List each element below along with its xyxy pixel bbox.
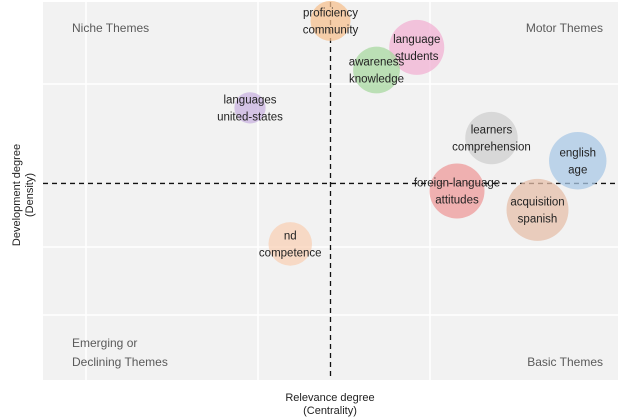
cluster-bubble-8 bbox=[506, 178, 569, 241]
quadrant-label-niche: Niche Themes bbox=[72, 21, 149, 35]
label-layer: proficiency community language studentsawar… bbox=[217, 7, 596, 259]
cluster-bubble-4 bbox=[234, 92, 266, 124]
x-axis-title: Relevance degree bbox=[285, 392, 374, 404]
cluster-label-7-1: foreign-language bbox=[414, 178, 500, 190]
cluster-label-3-1: awareness bbox=[349, 57, 405, 69]
cluster-bubble-6 bbox=[549, 132, 607, 190]
cluster-label-6-1: english bbox=[560, 147, 596, 159]
cluster-label-5-1: learners bbox=[471, 125, 513, 137]
cluster-label-3-2: knowledge bbox=[349, 74, 404, 86]
cluster-bubble-9 bbox=[268, 222, 313, 266]
cluster-label-5-2: comprehension bbox=[452, 142, 531, 154]
cluster-bubble-5 bbox=[465, 111, 518, 165]
cluster-label-8-1: acquisition bbox=[510, 196, 564, 208]
bubble-layer bbox=[234, 0, 607, 266]
cluster-bubble-7 bbox=[429, 163, 485, 219]
cluster-label-9-2: competence bbox=[259, 247, 322, 259]
cluster-bubble-3 bbox=[353, 46, 400, 94]
y-axis-title: Development degree bbox=[11, 144, 23, 246]
cluster-label-7-2: attitudes bbox=[435, 195, 479, 207]
cluster-label-4-1: languages bbox=[223, 94, 276, 106]
quadrant-label-basic: Basic Themes bbox=[527, 355, 603, 369]
cluster-label-1-2: community bbox=[303, 24, 359, 36]
cluster-label-8-2: spanish bbox=[518, 213, 558, 225]
cluster-label-2-2: students bbox=[395, 51, 439, 63]
cluster-label-9-1: nd bbox=[284, 230, 297, 242]
cluster-label-4-2: united-states bbox=[217, 111, 283, 123]
y-axis-subtitle: (Density) bbox=[24, 173, 36, 217]
cluster-bubble-1 bbox=[310, 0, 351, 41]
cluster-label-6-2: age bbox=[568, 164, 587, 176]
x-axis-subtitle: (Centrality) bbox=[303, 405, 357, 417]
quadrant-label-emerging-2: Declining Themes bbox=[72, 355, 168, 369]
cluster-label-2-1: language bbox=[393, 34, 440, 46]
cluster-label-1-1: proficiency bbox=[303, 7, 358, 19]
cluster-bubble-2 bbox=[389, 19, 445, 75]
quadrant-label-emerging-1: Emerging or bbox=[72, 336, 137, 350]
quadrant-label-motor: Motor Themes bbox=[526, 21, 603, 35]
